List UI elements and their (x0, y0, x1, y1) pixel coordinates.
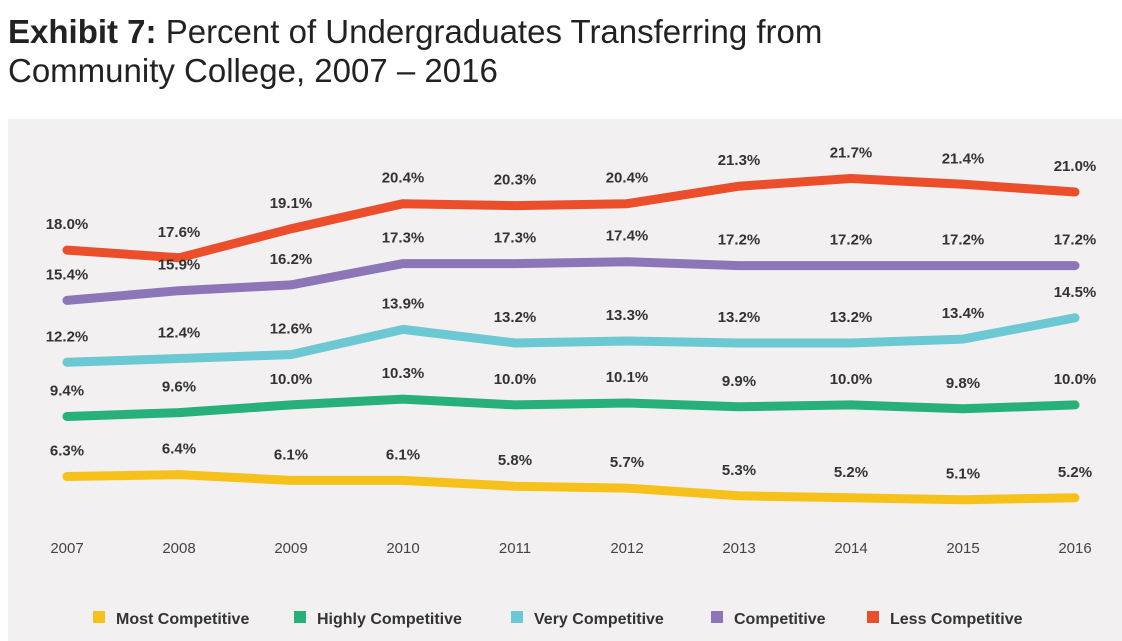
legend-swatch (711, 611, 723, 623)
series-line-highly-competitive (62, 394, 1080, 421)
data-label-less-competitive: 21.4% (942, 150, 985, 167)
legend-label: Competitive (734, 611, 826, 628)
legend-label: Less Competitive (890, 611, 1023, 628)
x-tick-label: 2009 (274, 540, 307, 557)
x-tick-label: 2010 (386, 540, 419, 557)
data-label-most-competitive: 6.3% (50, 443, 84, 460)
data-label-very-competitive: 13.2% (830, 309, 873, 326)
legend-swatch (93, 611, 105, 623)
data-label-highly-competitive: 10.1% (606, 369, 649, 386)
data-label-less-competitive: 21.7% (830, 145, 873, 162)
data-label-highly-competitive: 9.6% (162, 379, 196, 396)
data-label-very-competitive: 12.2% (46, 328, 89, 345)
chart-title: Exhibit 7: Percent of Undergraduates Tra… (8, 12, 1108, 90)
data-label-less-competitive: 17.6% (158, 224, 201, 241)
legend-label: Most Competitive (116, 611, 249, 628)
legend-swatch (511, 611, 523, 623)
legend-label: Highly Competitive (317, 611, 462, 628)
data-label-most-competitive: 5.2% (1058, 464, 1092, 481)
x-tick-label: 2007 (50, 540, 83, 557)
data-label-most-competitive: 5.7% (610, 454, 644, 471)
data-label-most-competitive: 6.4% (162, 441, 196, 458)
x-tick-label: 2008 (162, 540, 195, 557)
data-label-highly-competitive: 9.9% (722, 373, 756, 390)
data-label-less-competitive: 20.3% (494, 172, 537, 189)
x-tick-label: 2012 (610, 540, 643, 557)
data-label-very-competitive: 13.9% (382, 295, 425, 312)
data-label-competitive: 17.2% (1054, 232, 1097, 249)
title-text-line2: Community College, 2007 – 2016 (8, 52, 498, 89)
data-label-competitive: 17.4% (606, 228, 649, 245)
series-line-most-competitive (62, 470, 1080, 505)
data-label-competitive: 17.3% (494, 230, 537, 247)
data-label-competitive: 17.2% (942, 232, 985, 249)
data-label-less-competitive: 20.4% (382, 170, 425, 187)
data-label-highly-competitive: 9.8% (946, 375, 980, 392)
data-label-most-competitive: 5.1% (946, 466, 980, 483)
data-label-less-competitive: 21.3% (718, 152, 761, 169)
data-label-very-competitive: 12.6% (270, 321, 313, 338)
data-label-highly-competitive: 10.0% (830, 371, 873, 388)
title-text: Percent of Undergraduates Transferring f… (156, 13, 823, 50)
title-exhibit-label: Exhibit 7: (8, 13, 157, 50)
data-label-highly-competitive: 10.0% (1054, 371, 1097, 388)
data-label-most-competitive: 5.3% (722, 462, 756, 479)
data-label-less-competitive: 19.1% (270, 195, 313, 212)
data-label-very-competitive: 13.3% (606, 307, 649, 324)
data-label-most-competitive: 5.8% (498, 452, 532, 469)
data-label-most-competitive: 5.2% (834, 464, 868, 481)
series-line-less-competitive (62, 174, 1080, 263)
series-line-very-competitive (62, 313, 1080, 367)
legend-label: Very Competitive (534, 611, 664, 628)
data-label-competitive: 15.4% (46, 266, 89, 283)
data-label-less-competitive: 21.0% (1054, 158, 1097, 175)
x-tick-label: 2014 (834, 540, 867, 557)
data-label-very-competitive: 13.2% (494, 309, 537, 326)
x-tick-label: 2015 (946, 540, 979, 557)
x-tick-label: 2016 (1058, 540, 1091, 557)
data-label-very-competitive: 12.4% (158, 325, 201, 342)
data-label-very-competitive: 13.4% (942, 305, 985, 322)
data-label-less-competitive: 18.0% (46, 216, 89, 233)
data-label-less-competitive: 20.4% (606, 170, 649, 187)
x-tick-label: 2013 (722, 540, 755, 557)
data-label-highly-competitive: 9.4% (50, 383, 84, 400)
data-label-highly-competitive: 10.0% (494, 371, 537, 388)
data-label-competitive: 16.2% (270, 251, 313, 268)
data-label-very-competitive: 14.5% (1054, 284, 1097, 301)
series-line-competitive (62, 257, 1080, 305)
data-label-competitive: 17.2% (718, 232, 761, 249)
legend-swatch (294, 611, 306, 623)
data-label-most-competitive: 6.1% (274, 446, 308, 463)
data-label-competitive: 17.2% (830, 232, 873, 249)
x-tick-label: 2011 (499, 540, 531, 557)
data-label-highly-competitive: 10.0% (270, 371, 313, 388)
data-label-most-competitive: 6.1% (386, 446, 420, 463)
data-label-highly-competitive: 10.3% (382, 365, 425, 382)
data-label-competitive: 17.3% (382, 230, 425, 247)
data-label-competitive: 15.9% (158, 257, 201, 274)
legend-swatch (867, 611, 879, 623)
data-label-very-competitive: 13.2% (718, 309, 761, 326)
